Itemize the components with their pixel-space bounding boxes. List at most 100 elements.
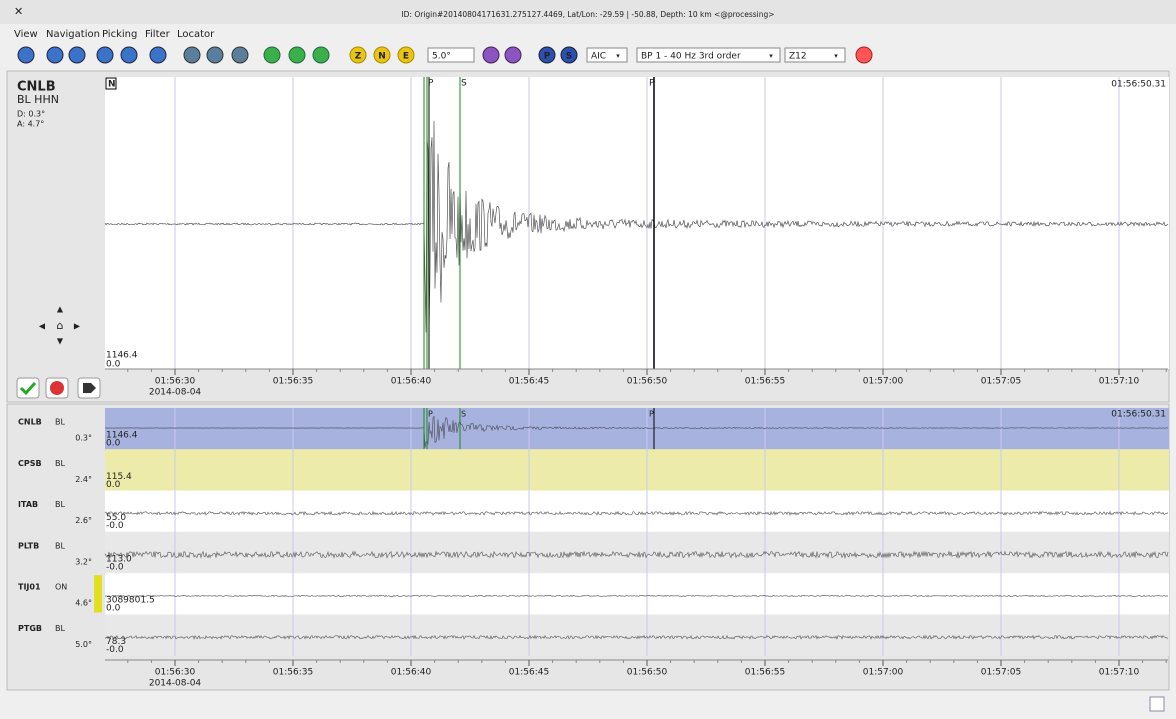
toolbar-button[interactable] [68, 46, 86, 64]
amp-max: 55.0 [106, 513, 126, 523]
rotation-combo-text: Z12 [789, 52, 807, 62]
toolbar-button[interactable] [96, 46, 114, 64]
menu-item[interactable]: Picking [102, 29, 137, 40]
amp-min: -0.0 [106, 521, 124, 531]
trace-row[interactable] [105, 614, 1169, 656]
filter-combo[interactable] [636, 47, 781, 63]
phase-button[interactable] [560, 46, 578, 64]
component-label: N [378, 52, 386, 62]
toolbar-button[interactable] [231, 46, 249, 64]
amp-min: 0.0 [106, 439, 121, 449]
component-button[interactable] [397, 46, 415, 64]
station-name: CNLB [17, 80, 56, 95]
pick-label: P [649, 79, 655, 89]
spin-box[interactable] [427, 47, 475, 63]
close-button[interactable]: ✕ [14, 5, 23, 18]
filter-combo-text: BP 1 - 40 Hz 3rd order [641, 52, 741, 62]
network: BL [55, 500, 65, 509]
status-icon[interactable] [1149, 696, 1165, 712]
nav-arrow[interactable]: ▼ [57, 337, 64, 346]
distance: 0.3° [75, 434, 92, 443]
picker-combo[interactable] [586, 47, 628, 63]
trace-row[interactable] [105, 531, 1169, 574]
toolbar-button[interactable] [288, 46, 306, 64]
component-box [105, 77, 117, 90]
toolbar-button[interactable] [17, 46, 35, 64]
toolbar-button[interactable] [149, 46, 167, 64]
toolbar-button[interactable] [46, 46, 64, 64]
time-label: 01:57:05 [981, 668, 1021, 678]
phase-button[interactable] [538, 46, 556, 64]
menu-item[interactable]: View [14, 29, 38, 40]
station-name: PLTB [18, 541, 39, 550]
toolbar-button[interactable] [855, 46, 873, 64]
nav-home[interactable]: ⌂ [57, 319, 64, 332]
amp-min: -0.0 [106, 645, 124, 655]
time-label: 01:57:10 [1099, 668, 1140, 678]
nav-arrow[interactable]: ▶ [74, 322, 81, 331]
component-button[interactable] [373, 46, 391, 64]
end-time: 01:56:50.31 [1111, 410, 1166, 420]
waveform [104, 510, 1169, 516]
rotation-combo[interactable] [784, 47, 846, 63]
network: BL [55, 541, 65, 550]
time-label: 01:56:45 [509, 377, 549, 387]
waveform [104, 594, 1169, 598]
picker-combo-arrow: ▾ [616, 52, 620, 60]
network: BL [55, 459, 65, 468]
window-title: ID: Origin#20140804171631.275127.4469, L… [401, 10, 774, 19]
amp-min: -0.0 [106, 562, 124, 572]
trace-row[interactable] [105, 408, 1169, 450]
toolbar-button[interactable] [263, 46, 281, 64]
amp-max: 3089801.5 [106, 596, 155, 606]
time-label: 01:57:10 [1099, 377, 1140, 387]
component-label: E [403, 52, 409, 62]
amp-min: 0.0 [106, 360, 121, 370]
distance: 2.6° [75, 516, 92, 525]
nav-arrow[interactable]: ▲ [57, 305, 64, 314]
component-label: N [108, 80, 116, 90]
distance: 4.6° [75, 599, 92, 608]
azimuth: A: 4.7° [17, 120, 44, 129]
network-channel: BL HHN [17, 93, 59, 106]
check-icon [19, 381, 37, 396]
pick-label: P [428, 410, 433, 419]
component-button[interactable] [349, 46, 367, 64]
menu-item[interactable]: Filter [145, 29, 171, 40]
amp-min: 0.0 [106, 480, 121, 490]
waveform [104, 634, 1169, 640]
next-icon [83, 383, 96, 393]
toolbar-button[interactable] [312, 46, 330, 64]
nav-arrow[interactable]: ◀ [39, 322, 46, 331]
amp-min: 0.0 [106, 604, 121, 614]
action-button[interactable] [16, 377, 40, 399]
network: BL [55, 624, 65, 633]
waveform [104, 120, 1169, 336]
pick-label: P [428, 79, 434, 89]
time-label: 01:56:35 [273, 377, 313, 387]
trace-row[interactable] [105, 490, 1169, 532]
menu-item[interactable]: Locator [177, 29, 215, 40]
station-name: PTGB [18, 624, 42, 633]
cancel-icon [50, 381, 64, 395]
trace-row[interactable] [105, 449, 1169, 491]
station-name: ITAB [18, 500, 38, 509]
title-bar [0, 0, 1176, 24]
toolbar-button[interactable] [482, 46, 500, 64]
date-label: 2014-08-04 [149, 388, 202, 398]
distance: 2.4° [75, 475, 92, 484]
time-label: 01:56:45 [509, 668, 549, 678]
amp-max: 1146.4 [106, 351, 138, 361]
time-label: 01:56:40 [391, 377, 432, 387]
toolbar-button[interactable] [120, 46, 138, 64]
toolbar-button[interactable] [206, 46, 224, 64]
network: ON [55, 583, 67, 592]
waveform [105, 415, 1169, 448]
trace-row[interactable] [105, 573, 1169, 615]
time-label: 01:56:50 [627, 377, 668, 387]
spin-value: 5.0° [432, 52, 451, 62]
time-label: 01:56:30 [155, 377, 196, 387]
toolbar-button[interactable] [504, 46, 522, 64]
toolbar-button[interactable] [183, 46, 201, 64]
menu-item[interactable]: Navigation [46, 29, 100, 40]
